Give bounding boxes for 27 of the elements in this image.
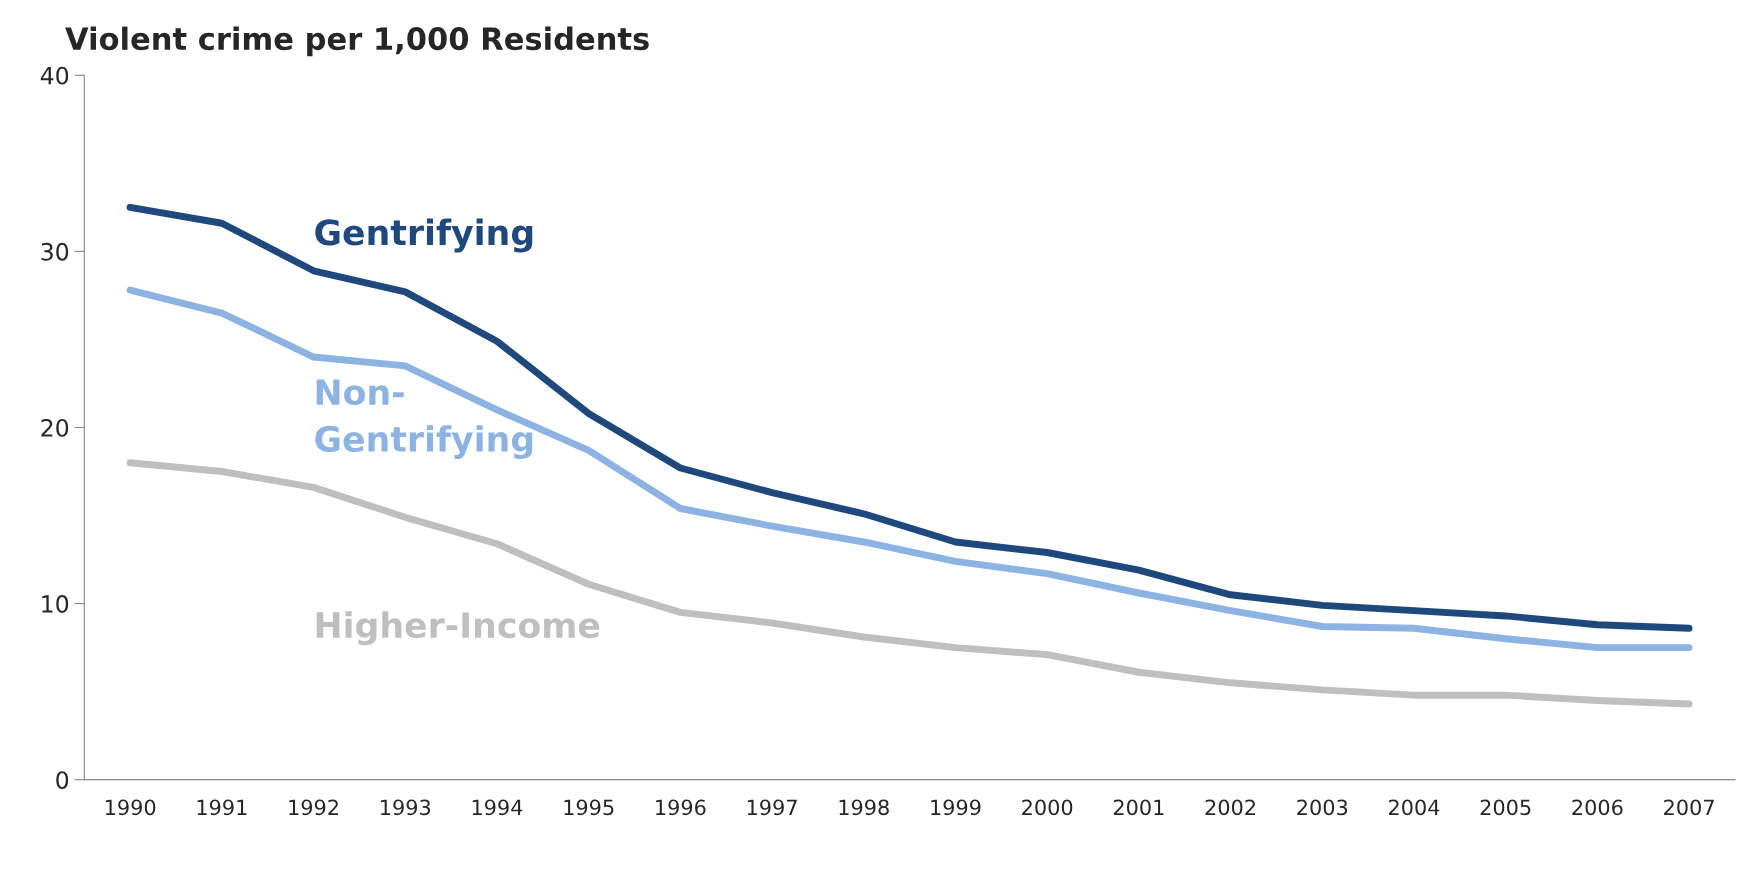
x-tick-label: 1995 [564, 799, 614, 816]
series-label: Non- Gentrifying [315, 379, 533, 460]
series-label: Higher-Income [316, 611, 600, 646]
x-tick-label: 2001 [1113, 799, 1164, 816]
x-tick-label: 1998 [839, 799, 889, 816]
y-tick-label: 10 [42, 595, 69, 613]
x-tick-label: 1993 [381, 799, 431, 816]
x-tick-label: 2005 [1480, 799, 1531, 816]
x-tick-label: 2006 [1572, 799, 1623, 816]
y-tick-label: 20 [41, 418, 69, 437]
x-tick-label: 1990 [105, 799, 156, 816]
x-tick-label: 1996 [656, 799, 706, 816]
x-tick-label: 1994 [472, 799, 523, 816]
x-tick-label: 2003 [1297, 799, 1348, 816]
x-tick-label: 2007 [1664, 799, 1714, 816]
x-tick-label: 2000 [1022, 799, 1073, 816]
y-tick-label: 30 [41, 242, 69, 261]
series-label: Gentrifying [315, 218, 533, 253]
y-tick-label: 0 [56, 771, 69, 789]
x-tick-label: 1997 [747, 799, 797, 816]
x-tick-label: 1999 [931, 799, 981, 816]
x-tick-label: 2002 [1205, 799, 1255, 816]
x-tick-label: 2004 [1388, 799, 1440, 816]
x-tick-label: 1992 [289, 799, 338, 816]
chart-title: Violent crime per 1,000 Residents [65, 26, 649, 57]
y-tick-label: 40 [40, 66, 69, 85]
x-tick-label: 1991 [197, 799, 247, 816]
